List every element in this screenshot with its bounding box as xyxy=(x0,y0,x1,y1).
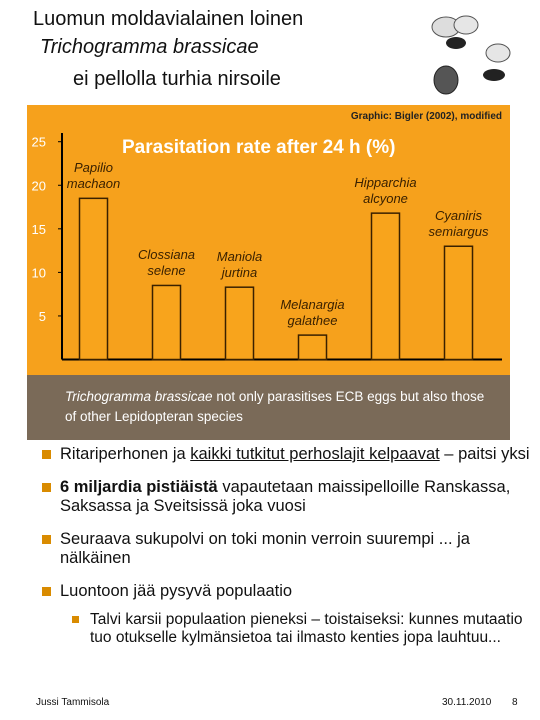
bar xyxy=(78,197,109,361)
caption-text: not only parasitises ECB eggs but also t… xyxy=(65,389,485,424)
bullet: 6 miljardia pistiäistä vapautetaan maiss… xyxy=(40,478,535,516)
chart-canvas: Graphic: Bigler (2002), modified Parasit… xyxy=(32,111,502,361)
text: Talvi karsii populaation pieneksi – tois… xyxy=(90,611,523,646)
footer-page: 8 xyxy=(512,697,518,708)
footer-date: 30.11.2010 xyxy=(442,697,492,708)
text: vapautetaan maissipelloille Ranskassa, S… xyxy=(60,478,511,515)
bullet: Luontoon jää pysyvä populaatio xyxy=(40,582,535,601)
bar xyxy=(224,286,255,361)
footer-author: Jussi Tammisola xyxy=(36,697,110,708)
category-label: Maniola jurtina xyxy=(216,249,263,281)
category-label: Clossiana selene xyxy=(137,247,196,279)
category-label: Melanargia galathee xyxy=(280,297,345,329)
bar xyxy=(297,334,328,361)
bar xyxy=(443,245,474,361)
bar xyxy=(370,212,401,361)
text: Luontoon jää pysyvä populaatio xyxy=(60,582,293,600)
y-tick-label: 15 xyxy=(32,222,46,237)
text: Ritariperhonen ja xyxy=(60,445,191,463)
title-line: Luomun moldavialainen loinen xyxy=(33,8,304,30)
text: – paitsi yksi xyxy=(439,445,530,463)
bold-text: 6 miljardia pistiäistä xyxy=(60,478,218,496)
title-line: ei pellolla turhia nirsoile xyxy=(73,68,281,90)
category-label: Papilio machaon xyxy=(66,160,121,192)
bar xyxy=(151,284,182,361)
y-tick-label: 10 xyxy=(32,265,46,280)
chart: Graphic: Bigler (2002), modified Parasit… xyxy=(27,105,510,440)
text: Seuraava sukupolvi on toki monin verroin… xyxy=(60,530,470,567)
credit: Graphic: Bigler (2002), modified xyxy=(351,111,502,122)
bullet: Seuraava sukupolvi on toki monin verroin… xyxy=(40,530,535,568)
y-tick-label: 20 xyxy=(32,178,46,193)
caption: Trichogramma brassicae not only parasiti… xyxy=(27,375,510,440)
bullet-list: Ritariperhonen ja kaikki tutkitut perhos… xyxy=(40,445,535,661)
category-label: Cyaniris semiargus xyxy=(428,208,489,240)
underlined-text: kaikki tutkitut perhoslajit kelpaavat xyxy=(190,445,440,463)
y-tick-label: 5 xyxy=(39,309,46,324)
sub-bullet: Talvi karsii populaation pieneksi – tois… xyxy=(70,611,535,647)
category-label: Hipparchia alcyone xyxy=(354,175,417,207)
insect-illustration xyxy=(431,15,511,95)
y-tick-label: 25 xyxy=(32,135,46,150)
caption-species: Trichogramma brassicae xyxy=(65,389,213,404)
title-line: Trichogramma brassicae xyxy=(40,36,259,58)
chart-title: Parasitation rate after 24 h (%) xyxy=(122,137,395,158)
bullet: Ritariperhonen ja kaikki tutkitut perhos… xyxy=(40,445,535,464)
